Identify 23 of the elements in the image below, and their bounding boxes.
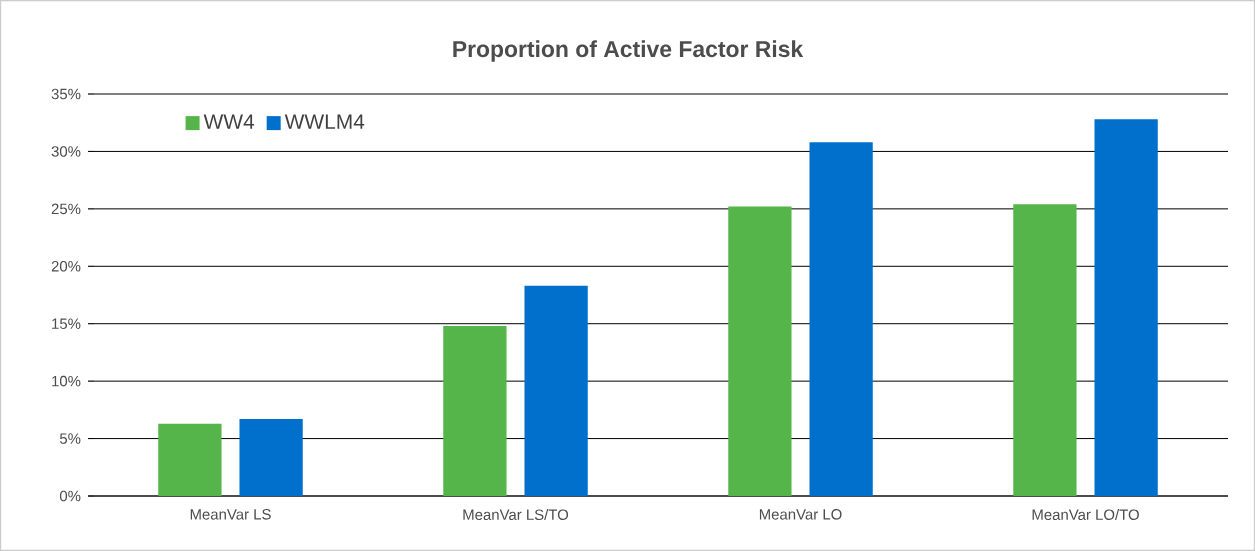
x-tick-label: MeanVar LO bbox=[759, 509, 842, 520]
y-tick-label: 15% bbox=[52, 318, 81, 329]
y-tick-label: 0% bbox=[59, 490, 81, 502]
bar bbox=[809, 142, 873, 496]
bar bbox=[158, 423, 222, 496]
legend-label: WWLM4 bbox=[284, 114, 365, 129]
x-tick-label: MeanVar LS bbox=[190, 509, 271, 520]
y-tick-label: 30% bbox=[51, 146, 81, 157]
y-tick-label: 20% bbox=[51, 260, 81, 272]
bar bbox=[524, 285, 588, 496]
y-tick-label: 25% bbox=[51, 203, 81, 215]
bar bbox=[728, 206, 792, 496]
bar bbox=[1013, 204, 1077, 496]
bar bbox=[1094, 119, 1158, 496]
bar bbox=[443, 326, 507, 496]
bar bbox=[239, 419, 303, 496]
legend-label: WW4 bbox=[203, 114, 255, 129]
y-tick-label: 35% bbox=[51, 88, 81, 100]
y-tick-label: 5% bbox=[59, 433, 81, 444]
x-tick-label: MeanVar LO/TO bbox=[1032, 509, 1139, 521]
y-tick-label: 10% bbox=[52, 375, 81, 387]
chart-title: Proportion of Active Factor Risk bbox=[453, 40, 804, 62]
x-tick-label: MeanVar LS/TO bbox=[463, 509, 569, 521]
